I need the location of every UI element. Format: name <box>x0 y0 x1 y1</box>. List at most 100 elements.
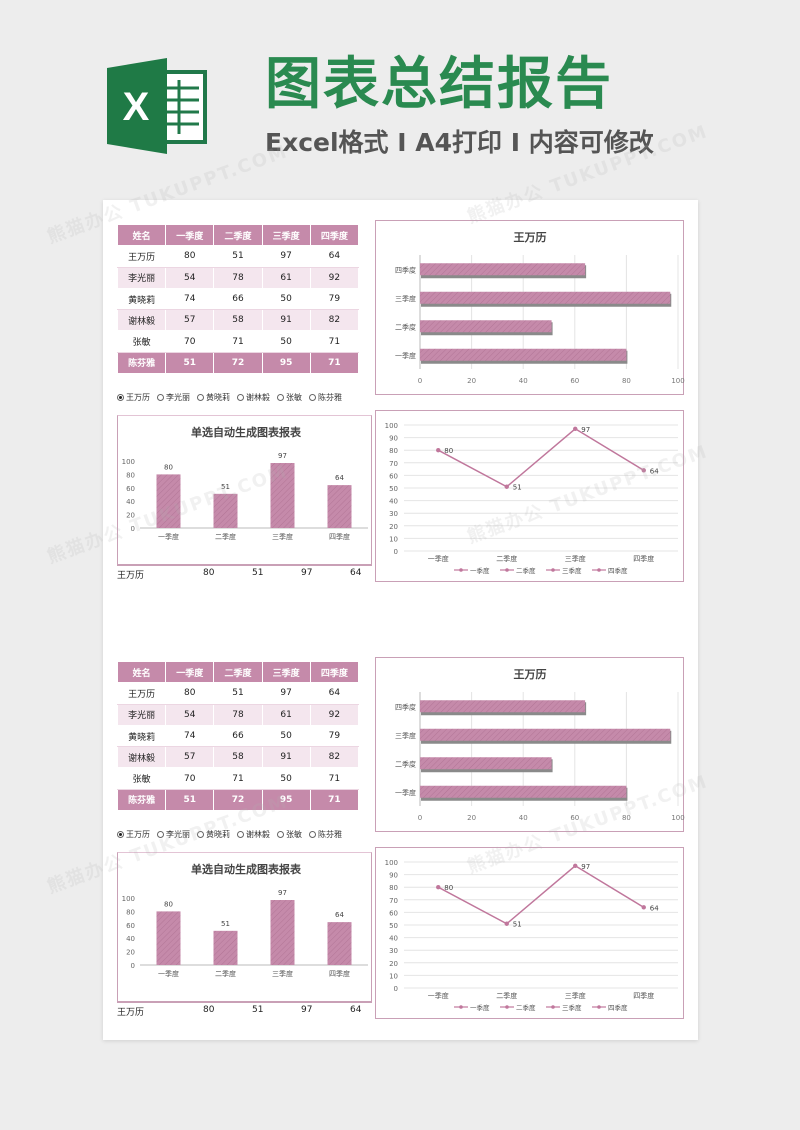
table-cell: 72 <box>213 351 263 375</box>
radio-dot-icon[interactable] <box>197 831 204 838</box>
y-tick-label: 四季度 <box>395 265 416 274</box>
series-line <box>437 427 645 488</box>
y-tick-label: 一季度 <box>395 351 416 360</box>
bar <box>327 922 352 965</box>
radio-dot-icon[interactable] <box>117 394 124 401</box>
data-label: 80 <box>164 463 173 471</box>
table-cell: 92 <box>309 266 360 289</box>
y-tick-label: 0 <box>394 548 398 556</box>
table-cell: 61 <box>261 703 311 726</box>
person-radio-group: 王万历 李光丽 黄晓莉 谢林毅 张敏 陈芬雅 <box>117 829 377 843</box>
radio-dot-icon[interactable] <box>309 831 316 838</box>
y-tick-label: 50 <box>389 922 398 930</box>
radio-dot-icon[interactable] <box>237 394 244 401</box>
person-radio[interactable]: 李光丽 <box>157 829 190 840</box>
table-cell: 74 <box>165 287 215 311</box>
column-header: 四季度 <box>309 660 360 684</box>
y-tick-label: 80 <box>126 471 135 479</box>
table-cell: 79 <box>309 287 360 311</box>
table-cell: 74 <box>165 724 215 748</box>
person-radio[interactable]: 张敏 <box>277 392 302 403</box>
table-row: 陈芬雅 51 72 95 71 <box>116 788 360 812</box>
radio-dot-icon[interactable] <box>237 831 244 838</box>
legend-marker <box>551 568 555 572</box>
table-cell: 50 <box>261 724 311 748</box>
y-tick-label: 40 <box>126 935 135 943</box>
report-sheet: 姓名 一季度 二季度 三季度 四季度 王万历 80 51 97 64 李光丽 54 78 61 92 黄晓莉 7… <box>103 200 698 1040</box>
legend-marker <box>459 1005 463 1009</box>
value-row-divider <box>117 1002 372 1003</box>
x-tick-label: 0 <box>418 377 422 385</box>
person-radio[interactable]: 王万历 <box>117 829 150 840</box>
table-cell: 54 <box>165 266 215 289</box>
table-cell: 71 <box>309 330 360 353</box>
bar <box>213 493 238 528</box>
y-tick-label: 二季度 <box>395 759 416 768</box>
table-cell: 71 <box>213 767 263 790</box>
bar <box>420 785 627 798</box>
line-point <box>573 426 578 431</box>
table-cell: 51 <box>213 245 263 268</box>
person-radio[interactable]: 黄晓莉 <box>197 829 230 840</box>
person-radio[interactable]: 王万历 <box>117 392 150 403</box>
radio-dot-icon[interactable] <box>197 394 204 401</box>
y-tick-label: 50 <box>389 485 398 493</box>
data-label: 64 <box>335 911 344 919</box>
y-tick-label: 60 <box>389 909 398 917</box>
person-radio[interactable]: 谢林毅 <box>237 829 270 840</box>
column-header: 一季度 <box>165 223 215 247</box>
table-cell: 李光丽 <box>116 266 167 289</box>
x-tick-label: 二季度 <box>215 969 236 978</box>
y-tick-label: 0 <box>131 525 135 533</box>
bar <box>420 728 671 741</box>
person-radio-label: 黄晓莉 <box>206 830 230 839</box>
table-cell: 70 <box>165 330 215 353</box>
x-tick-label: 20 <box>467 814 476 822</box>
selected-name: 王万历 <box>117 571 145 581</box>
y-tick-label: 0 <box>131 962 135 970</box>
y-tick-label: 20 <box>126 949 135 957</box>
legend-label: 一季度 <box>470 1003 490 1012</box>
table-cell: 97 <box>261 682 311 705</box>
line-chart-svg: 0 10 20 30 40 50 60 70 80 90 100 80 一季度 51 二季度 97 三季度 64 四… <box>385 422 678 575</box>
person-radio[interactable]: 谢林毅 <box>237 392 270 403</box>
chart-title: 单选自动生成图表报表 <box>191 862 302 876</box>
x-tick-label: 60 <box>570 377 579 385</box>
person-radio[interactable]: 李光丽 <box>157 392 190 403</box>
radio-dot-icon[interactable] <box>309 394 316 401</box>
table-cell: 79 <box>309 724 360 748</box>
y-tick-label: 四季度 <box>395 702 416 711</box>
x-tick-label: 二季度 <box>215 532 236 541</box>
person-radio[interactable]: 陈芬雅 <box>309 392 342 403</box>
person-radio[interactable]: 黄晓莉 <box>197 392 230 403</box>
line-point <box>504 484 509 489</box>
selected-value: 64 <box>350 568 362 578</box>
data-label: 51 <box>513 921 522 929</box>
data-label: 51 <box>221 483 230 491</box>
table-cell: 谢林毅 <box>116 309 167 332</box>
data-label: 97 <box>278 452 287 460</box>
table-cell: 58 <box>213 309 263 332</box>
x-tick-label: 100 <box>671 814 684 822</box>
selected-value: 97 <box>301 1005 313 1015</box>
radio-dot-icon[interactable] <box>157 394 164 401</box>
y-tick-label: 70 <box>389 897 398 905</box>
x-tick-label: 一季度 <box>158 969 179 978</box>
horizontal-bar-chart-svg: 王万历 0 20 40 60 80 100 一季度 二季度 三季度 四季度 <box>395 668 685 822</box>
line-point <box>641 905 646 910</box>
bar <box>327 485 352 528</box>
x-tick-label: 三季度 <box>565 991 586 1000</box>
line-point <box>641 468 646 473</box>
person-radio[interactable]: 张敏 <box>277 829 302 840</box>
chart-title: 王万历 <box>514 231 547 244</box>
radio-dot-icon[interactable] <box>157 831 164 838</box>
legend-marker <box>505 568 509 572</box>
radio-dot-icon[interactable] <box>117 831 124 838</box>
table-cell: 80 <box>165 245 215 268</box>
vertical-bar-chart-svg: 单选自动生成图表报表 0 20 40 60 80 100 80 一季度 51 二季度 97 三季度 64 四… <box>122 862 368 978</box>
data-label: 64 <box>650 467 659 475</box>
person-radio[interactable]: 陈芬雅 <box>309 829 342 840</box>
radio-dot-icon[interactable] <box>277 831 284 838</box>
radio-dot-icon[interactable] <box>277 394 284 401</box>
person-radio-label: 李光丽 <box>166 830 190 839</box>
